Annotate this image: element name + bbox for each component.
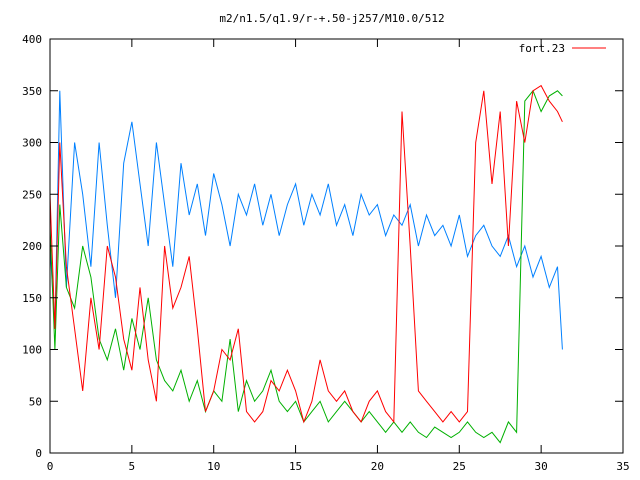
x-tick-label: 15	[289, 460, 302, 473]
y-tick-label: 50	[29, 395, 42, 408]
y-tick-label: 300	[22, 137, 42, 150]
y-tick-label: 250	[22, 188, 42, 201]
x-tick-label: 5	[129, 460, 136, 473]
x-tick-label: 30	[535, 460, 548, 473]
x-tick-label: 35	[616, 460, 629, 473]
legend: fort.23	[519, 42, 606, 55]
y-tick-label: 100	[22, 344, 42, 357]
x-tick-label: 0	[47, 460, 54, 473]
x-tick-label: 20	[371, 460, 384, 473]
x-tick-label: 10	[207, 460, 220, 473]
y-tick-label: 150	[22, 292, 42, 305]
series-line-0	[49, 84, 563, 424]
y-tick-label: 200	[22, 240, 42, 253]
legend-label: fort.23	[519, 42, 565, 55]
y-tick-label: 400	[22, 33, 42, 46]
y-axis: 0 50 100 150 200 250 300 350 400	[22, 33, 623, 460]
series-layer	[49, 84, 563, 444]
chart-title: m2/n1.5/q1.9/r-+.50-j257/M10.0/512	[219, 12, 444, 25]
x-tick-label: 25	[453, 460, 466, 473]
y-tick-label: 0	[35, 447, 42, 460]
x-axis: 0 5 10 15 20 25 30 35	[47, 39, 630, 473]
series-line-1	[49, 90, 563, 350]
y-tick-label: 350	[22, 85, 42, 98]
